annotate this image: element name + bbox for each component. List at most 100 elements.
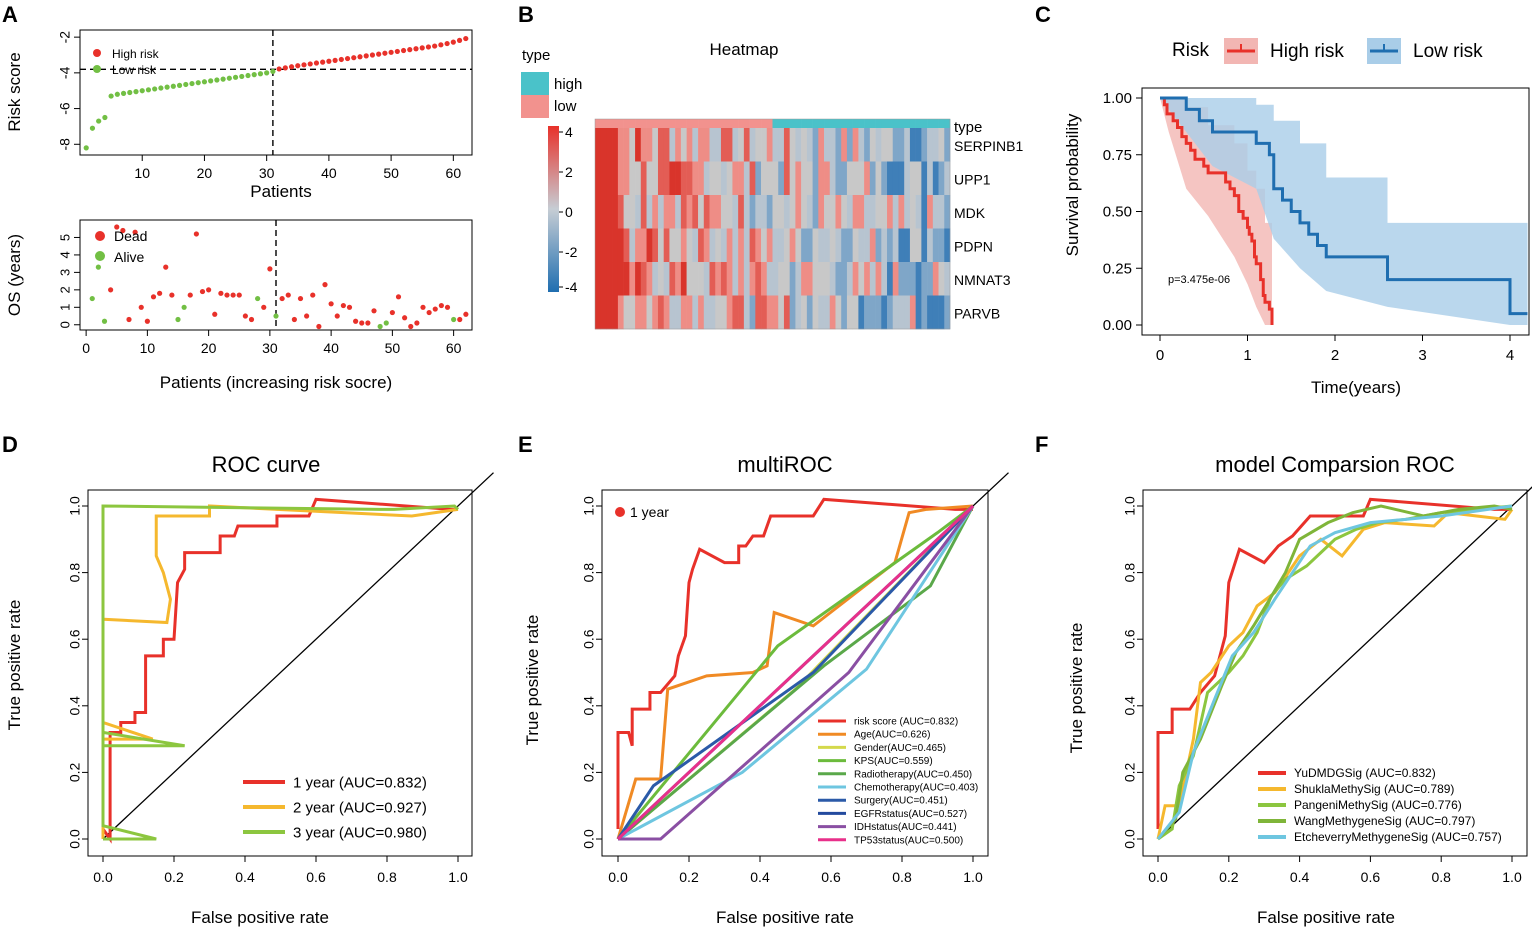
dead-point [304,313,310,319]
multiroc-xlabel: False positive rate [716,908,854,927]
heatmap-cell [881,128,888,162]
panel-letter-c: C [1035,2,1051,27]
x-tick-label: 1.0 [963,869,983,885]
heatmap-cell [852,195,859,229]
heatmap-cell [795,128,802,162]
dead-point [346,304,353,310]
low-risk-point [96,118,102,124]
heatmap-cell [806,161,813,196]
type-annotation-cell [629,119,636,128]
heatmap-cell [904,161,911,196]
type-annotation-cell [904,119,911,128]
heatmap-cell [715,128,722,162]
heatmap-cell [738,295,745,330]
low-risk-point [133,89,139,95]
type-annotation-cell [829,119,836,128]
alive-point [451,316,457,323]
heatmap-cell [921,195,928,229]
heatmap-cell [692,262,699,296]
legend-alive-dot [95,251,105,261]
heatmap-cell [743,262,750,296]
heatmap-cell [652,228,659,263]
panel-letter-d: D [2,432,18,457]
heatmap-cell [932,228,939,263]
y-tick-label: 0.8 [581,563,597,583]
dead-point [163,264,169,270]
heatmap-cell [909,128,916,162]
heatmap-cell [675,195,682,229]
y-tick-label: 0.6 [581,629,597,649]
type-annotation-cell [680,119,687,128]
survival-xlabel: Time(years) [1311,378,1401,397]
heatmap-cell [881,195,888,229]
heatmap-cell [829,161,836,196]
dead-point [218,290,224,296]
dead-point [144,318,150,324]
dead-point [138,304,144,310]
heatmap-cell [629,228,636,263]
legend-label: IDHstatus(AUC=0.441) [854,822,957,833]
heatmap-cell [778,228,785,263]
heatmap-cell [726,161,733,196]
heatmap-cell [778,128,785,162]
heatmap-cell [829,195,836,229]
heatmap-cell [881,228,888,263]
heatmap-cell [703,228,710,263]
y-tick-label: 1.00 [1103,90,1132,107]
heatmap-cell [698,228,705,263]
heatmap-cell [726,128,733,162]
heatmap-cell [875,228,882,263]
x-tick-label: 0.6 [1361,869,1381,885]
heatmap-cell [726,195,733,229]
model-comparison-title: model Comparsion ROC [1215,452,1455,477]
panel-letter-b: B [518,2,534,27]
type-annotation-cell [675,119,682,128]
scale-tick-label: 4 [565,124,573,140]
high-risk-point [288,64,295,70]
x-tick-label: 0.0 [1148,869,1168,885]
y-tick-label: -4 [57,66,73,79]
heatmap-cell [875,128,882,162]
x-tick-label: 3 [1418,347,1426,364]
dead-point [126,316,132,323]
heatmap-cell [629,195,636,229]
model-comparison-ylabel: True positive rate [1067,623,1086,754]
legend-label: Age(AUC=0.626) [854,730,930,741]
dead-point [108,287,114,293]
heatmap-cell [652,128,659,162]
dead-point [193,231,199,237]
heatmap-cell [944,262,951,296]
type-annotation-cell [698,119,705,128]
heatmap-cell [738,262,745,296]
dead-point [230,292,236,298]
heatmap-cell [789,195,796,229]
heatmap-cell [829,262,836,296]
heatmap-cell [617,161,624,196]
roc-curve [617,505,975,841]
heatmap-panel: Heatmap type high low 4 2 0 -2 -4 type SERPIN… [521,40,1023,330]
panel-letter-a: A [2,2,18,27]
dead-point [322,282,328,288]
x-tick-label: 60 [446,165,462,181]
legend-label: TP53status(AUC=0.500) [854,835,963,846]
heatmap-cell [852,161,859,196]
heatmap-cell [755,161,762,196]
type-annotation-cell [772,119,779,128]
type-annotation-cell [852,119,859,128]
dead-point [402,315,408,321]
heatmap-cell [657,228,665,263]
y-tick-label: 0.00 [1103,317,1132,334]
heatmap-cell [864,195,871,229]
dead-point [420,304,426,310]
legend-label: EGFRstatus(AUC=0.527) [854,809,967,820]
heatmap-cell [887,262,894,296]
x-tick-label: 0.8 [1431,869,1451,885]
alive-point [377,323,383,330]
heatmap-cell [892,161,899,196]
type-annotation-cell [755,119,762,128]
heatmap-cell [606,195,613,229]
dead-point [365,320,371,326]
high-risk-point [394,48,400,55]
heatmap-cell [852,295,859,330]
